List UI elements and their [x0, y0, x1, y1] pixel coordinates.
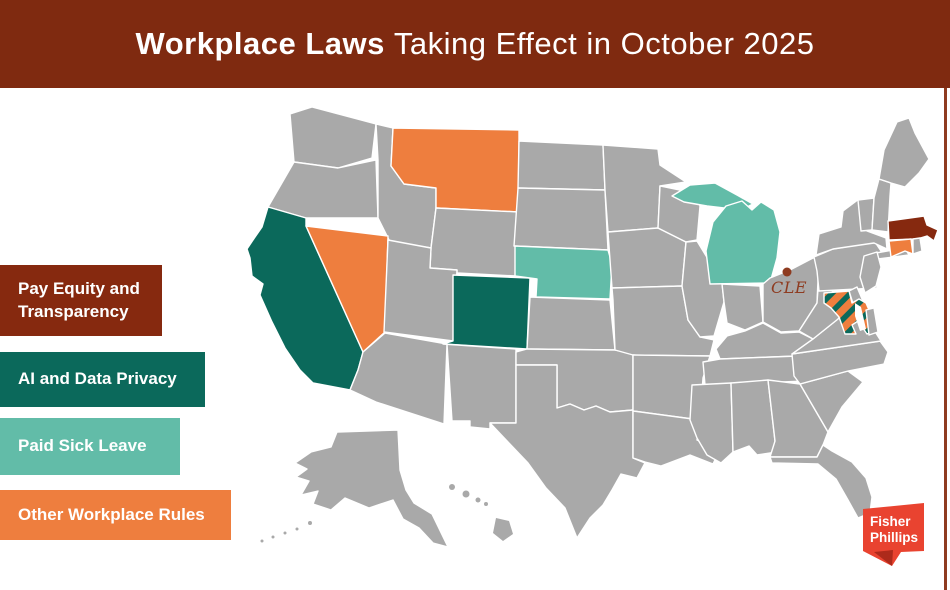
page-title-rest: Taking Effect in October 2025: [393, 26, 815, 61]
state-me: [878, 117, 930, 188]
state-ri: [912, 237, 923, 255]
delmarva-sliver: [865, 307, 879, 336]
state-il: [681, 240, 725, 338]
state-az: [349, 332, 448, 425]
state-ia: [607, 227, 687, 289]
legend-item-ai-privacy: AI and Data Privacy: [0, 352, 205, 407]
state-in: [721, 283, 764, 331]
state-nd: [517, 140, 606, 191]
legend-label-other-rules: Other Workplace Rules: [18, 504, 205, 524]
fisher-phillips-logo: Fisher Phillips: [863, 503, 924, 566]
logo-line2: Phillips: [870, 530, 918, 545]
state-tx: [489, 364, 646, 539]
logo-flag: [863, 503, 924, 566]
page-title-bold: Workplace Laws: [135, 26, 385, 61]
state-nm: [442, 343, 517, 430]
hawaii-island: [449, 484, 455, 490]
logo-line1: Fisher: [870, 514, 911, 529]
state-mi-lower-peninsula: [705, 200, 781, 285]
hawaii-island: [484, 502, 488, 506]
aleutian-island: [283, 531, 287, 535]
state-ct: [888, 238, 914, 258]
state-ut: [383, 239, 458, 342]
state-co: [442, 274, 531, 350]
state-fl: [769, 444, 873, 519]
hawaii-island: [462, 490, 470, 498]
state-ma: [887, 215, 939, 242]
state-nc: [791, 340, 889, 385]
legend-item-pay-equity: Pay Equity and Transparency: [0, 265, 162, 336]
chesapeake-bay: [855, 303, 866, 331]
cleveland-dot: [782, 267, 792, 277]
aleutian-island: [260, 539, 264, 543]
legend-label-sick-leave: Paid Sick Leave: [18, 436, 147, 456]
cleveland-label: CLE: [771, 278, 807, 297]
state-sd: [513, 187, 609, 251]
state-wa: [289, 106, 377, 169]
state-or: [267, 159, 379, 219]
legend-item-sick-leave: Paid Sick Leave: [0, 418, 180, 475]
header-band: Workplace Laws Taking Effect in October 2…: [0, 0, 950, 88]
right-accent-rule: [944, 88, 947, 590]
aleutian-island: [295, 527, 299, 531]
page-title: Workplace Laws Taking Effect in October 2…: [136, 26, 815, 62]
city-marker-cleveland: CLE: [771, 267, 807, 297]
state-nj: [859, 251, 882, 294]
legend-item-other-rules: Other Workplace Rules: [0, 490, 231, 540]
state-wy: [429, 207, 520, 277]
aleutian-island: [271, 535, 275, 539]
legend-label-pay-equity: Pay Equity and Transparency: [18, 279, 140, 321]
state-ak: [294, 429, 449, 548]
hawaii-big-island: [493, 518, 513, 541]
hawaii-island: [475, 497, 481, 503]
aleutian-island: [308, 521, 312, 525]
logo-fold: [874, 550, 893, 566]
state-ks: [526, 296, 616, 351]
state-mi: [671, 182, 781, 285]
legend-label-ai-privacy: AI and Data Privacy: [18, 369, 177, 389]
